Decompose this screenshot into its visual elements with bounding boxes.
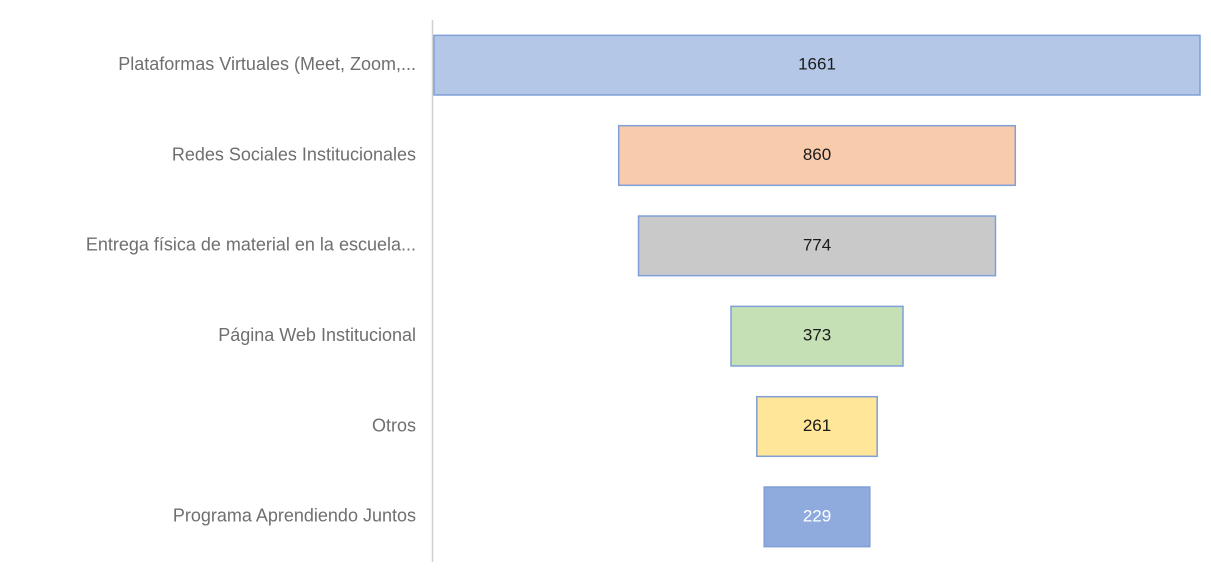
category-label: Plataformas Virtuales (Meet, Zoom,... xyxy=(118,54,416,74)
value-label: 373 xyxy=(803,326,831,345)
funnel-bar xyxy=(763,486,871,548)
value-label: 774 xyxy=(803,235,831,254)
category-label: Entrega física de material en la escuela… xyxy=(86,235,416,255)
funnel-bar xyxy=(617,124,1017,187)
value-label: 1661 xyxy=(798,55,836,74)
value-label: 860 xyxy=(803,145,831,164)
category-label: Programa Aprendiendo Juntos xyxy=(173,506,416,526)
funnel-bar xyxy=(637,215,997,277)
funnel-bar xyxy=(756,395,878,458)
value-label: 261 xyxy=(803,416,831,435)
value-label: 229 xyxy=(803,506,831,525)
funnel-bar xyxy=(730,305,904,367)
funnel-bar xyxy=(433,34,1201,96)
category-label: Otros xyxy=(372,415,416,435)
category-label: Página Web Institucional xyxy=(218,325,416,345)
category-label: Redes Sociales Institucionales xyxy=(172,144,416,164)
